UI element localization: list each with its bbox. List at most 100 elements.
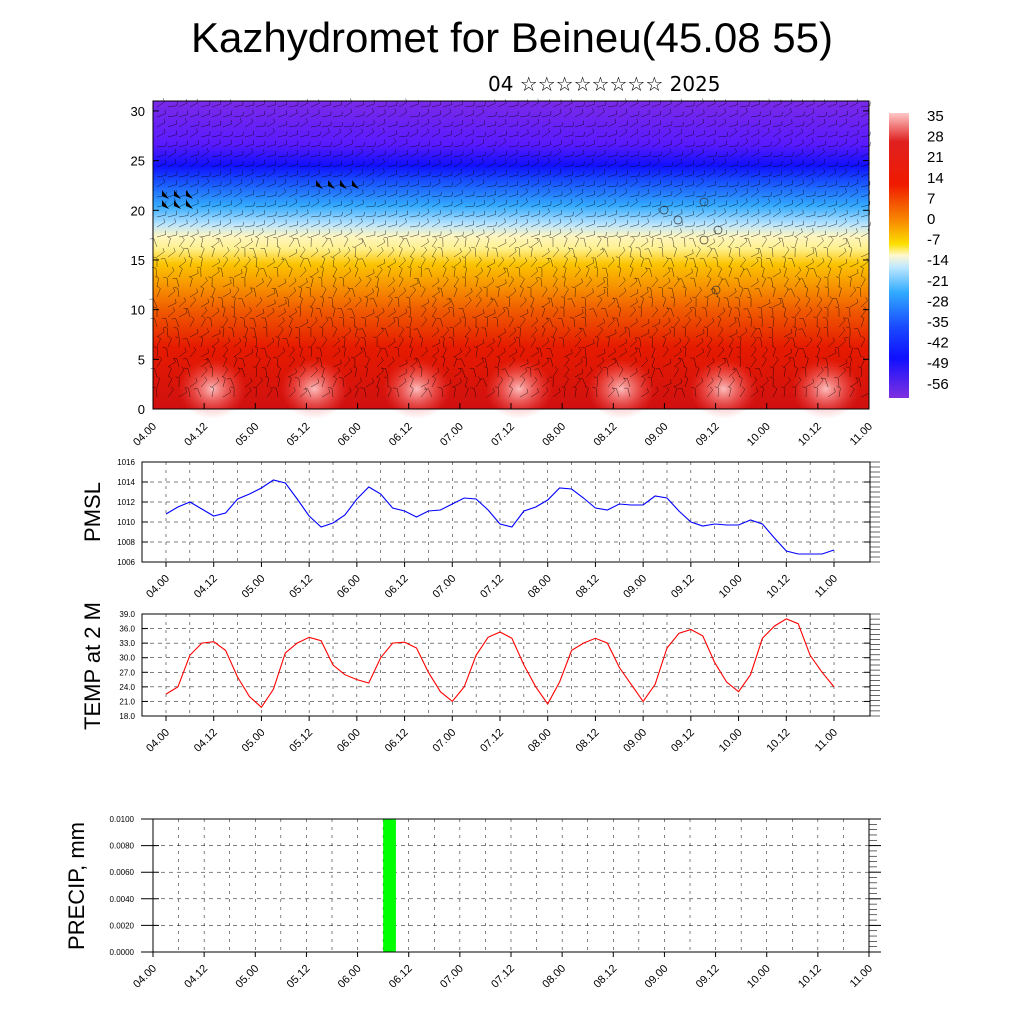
- x-tick-label: 05.00: [233, 421, 261, 449]
- x-tick-label: 09.12: [669, 573, 697, 601]
- x-tick-label: 10.00: [745, 421, 773, 449]
- pmsl-series-line: [165, 479, 835, 555]
- x-tick-label: 05.12: [287, 573, 315, 601]
- y-tick-label: 0: [138, 402, 145, 417]
- wind-pennant: [162, 190, 169, 199]
- colorbar-label: 14: [927, 170, 944, 187]
- y-tick-label: 5: [138, 352, 145, 367]
- warm-spot: [485, 359, 553, 419]
- x-tick-label: 10.12: [796, 421, 824, 449]
- y-tick-label: 0.0080: [110, 842, 135, 851]
- x-tick-label: 04.00: [131, 421, 159, 449]
- y-tick-label: 39.0: [119, 610, 135, 619]
- precip-ylabel: PRECIP, mm: [64, 822, 89, 950]
- colorbar-label: -14: [927, 252, 949, 269]
- x-tick-label: 08.12: [574, 573, 602, 601]
- y-tick-label: 10: [131, 303, 145, 318]
- colorbar-label: 21: [927, 149, 944, 166]
- calm-circle: [713, 225, 723, 235]
- temp-y-axis: 39.0 36.0 33.0 30.0 27.0 24.0 21.0 18.0: [119, 610, 880, 721]
- precip-bars: [383, 819, 396, 952]
- warm-spot: [689, 359, 758, 419]
- y-tick-label: 0.0000: [110, 948, 135, 957]
- y-tick-label: 18.0: [119, 712, 135, 721]
- calm-circle: [699, 197, 709, 207]
- calm-circle: [711, 285, 721, 295]
- wind-pennant: [174, 200, 181, 209]
- x-tick-label: 09.00: [621, 727, 649, 755]
- x-tick-label: 04.00: [144, 573, 172, 601]
- calm-circle: [673, 215, 683, 225]
- x-tick-label: 09.00: [643, 963, 671, 991]
- calm-circle: [659, 205, 669, 215]
- temp-x-axis: 04.00 04.12 05.00 05.12 06.00 06.12 07.00 07.12…: [144, 716, 840, 755]
- colorbar-label: 35: [927, 108, 944, 125]
- precip-bar: [383, 819, 396, 952]
- chart-subtitle: 04 ☆☆☆☆☆☆☆☆ 2025: [488, 72, 721, 96]
- x-tick-label: 09.00: [621, 573, 649, 601]
- cross-section-panel: 0 5 10 15 20 25 30 04.00 04.12 05.00 05.12 06.00 06…: [131, 98, 949, 449]
- temp-frame: [141, 613, 871, 717]
- surface-warm-spots: [178, 359, 860, 419]
- y-tick-label: 30.0: [119, 654, 135, 663]
- y-tick-label: 24.0: [119, 683, 135, 692]
- x-tick-label: 07.12: [478, 727, 506, 755]
- colorbar-label: -21: [927, 273, 949, 290]
- precip-panel: 0.0100 0.0080 0.0060 0.0040 0.0020 0.0000 04.…: [64, 815, 881, 991]
- y-tick-label: 33.0: [119, 639, 135, 648]
- temp-panel: 39.036.033.030.027.024.021.018.0 04.00 04…: [80, 602, 880, 755]
- x-tick-label: 05.00: [240, 727, 268, 755]
- x-tick-label: 10.12: [796, 963, 824, 991]
- warm-spot: [587, 359, 656, 419]
- colorbar-label: -49: [927, 355, 949, 372]
- y-tick-label: 0.0040: [110, 895, 135, 904]
- y-tick-label: 30: [131, 104, 145, 119]
- pmsl-ylabel: PMSL: [80, 482, 105, 542]
- x-tick-label: 11.00: [813, 727, 840, 754]
- colorbar-label: -7: [927, 232, 940, 249]
- x-tick-label: 08.12: [591, 421, 619, 449]
- precip-x-axis: 04.00 04.12 05.00 05.12 06.00 06.12 07.00 07.12…: [131, 952, 875, 991]
- wind-barbs: [149, 98, 871, 398]
- colorbar-label: -56: [927, 376, 949, 393]
- y-tick-label: 21.0: [119, 697, 135, 706]
- x-tick-label: 04.00: [144, 727, 172, 755]
- colorbar-label: 28: [927, 129, 944, 146]
- x-tick-label: 10.00: [745, 963, 773, 991]
- x-tick-label: 04.12: [182, 421, 210, 449]
- x-tick-label: 11.00: [848, 421, 875, 448]
- x-tick-label: 11.00: [813, 573, 840, 600]
- y-tick-label: 27.0: [119, 668, 135, 677]
- x-tick-label: 07.12: [489, 963, 517, 991]
- warm-spot: [382, 359, 451, 419]
- wind-pennant: [328, 180, 335, 189]
- y-tick-label: 1006: [117, 558, 135, 567]
- x-tick-label: 05.12: [287, 727, 315, 755]
- x-tick-label: 06.00: [335, 573, 363, 601]
- x-tick-label: 06.12: [387, 963, 415, 991]
- y-tick-label: 1014: [117, 478, 135, 487]
- y-tick-label: 1008: [117, 538, 135, 547]
- x-tick-label: 07.00: [430, 573, 458, 601]
- x-tick-label: 04.00: [131, 963, 159, 991]
- wind-pennant: [186, 190, 193, 199]
- colorbar-label: 7: [927, 190, 935, 207]
- y-tick-label: 15: [131, 253, 145, 268]
- y-tick-label: 0.0060: [110, 868, 135, 877]
- y-tick-label: 1016: [117, 458, 135, 467]
- x-tick-label: 06.00: [336, 421, 364, 449]
- y-tick-label: 25: [131, 154, 145, 169]
- x-tick-label: 09.12: [694, 421, 722, 449]
- calm-circle: [699, 235, 709, 245]
- x-tick-label: 05.00: [233, 963, 261, 991]
- y-tick-label: 1010: [117, 518, 135, 527]
- colorbar-label: -35: [927, 314, 949, 331]
- x-tick-label: 08.00: [526, 727, 554, 755]
- x-tick-label: 08.00: [540, 963, 568, 991]
- y-tick-label: 0.0100: [110, 815, 135, 824]
- cross-section-field: [153, 101, 869, 409]
- temp-ylabel: TEMP at 2 M: [80, 602, 105, 730]
- x-tick-label: 08.12: [591, 963, 619, 991]
- x-tick-label: 06.12: [387, 421, 415, 449]
